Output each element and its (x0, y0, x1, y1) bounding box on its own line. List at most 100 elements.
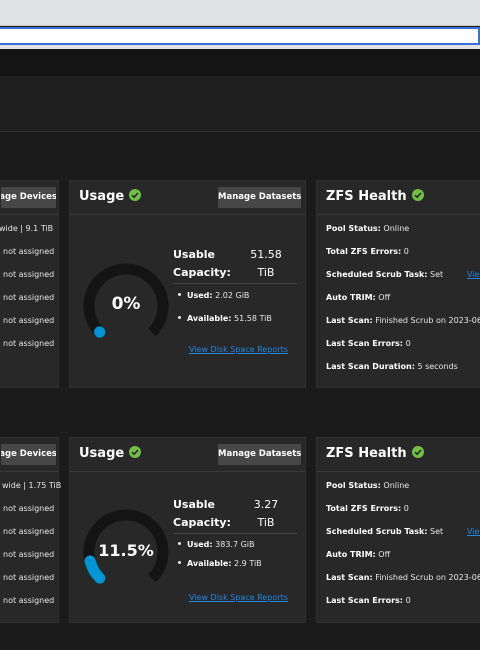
pool-status-row: Pool Status: Online (326, 481, 409, 490)
capacity-label-line: Capacity: (173, 266, 231, 279)
auto-trim-value: Off (378, 293, 391, 302)
bullet-dot (178, 542, 181, 545)
devices-row: not assigned (3, 247, 55, 256)
usable-capacity-value: 51.58 TiB (246, 246, 286, 282)
last-scan-errors-label: Last Scan Errors: (326, 596, 404, 605)
used-label: Used: (187, 540, 213, 549)
manage-devices-button[interactable]: Manage Devices (1, 444, 56, 465)
bullet-dot (178, 561, 181, 564)
capacity-value-line: TiB (257, 516, 275, 529)
pool-status-value: Online (383, 224, 410, 233)
usage-gauge: 11.5% (81, 507, 171, 597)
zfs-health-title: ZFS Health (326, 446, 407, 461)
zfs-health-title: ZFS Health (326, 189, 407, 204)
available-item: Available: 2.9 TiB (178, 559, 262, 568)
gauge-percent: 11.5% (98, 541, 154, 560)
usable-capacity-value: 3.27 TiB (246, 496, 286, 532)
scrub-task-view-link[interactable]: View (467, 270, 480, 279)
usage-title: Usage (79, 189, 125, 204)
usage-card: Usage Manage Datasets 11.5% Usable Capac… (69, 437, 306, 623)
pool-status-value: Online (383, 481, 410, 490)
address-bar[interactable] (0, 27, 480, 45)
view-disk-space-reports-link[interactable]: View Disk Space Reports (189, 593, 288, 602)
used-item: Used: 2.02 GiB (178, 291, 249, 300)
divider (173, 283, 297, 284)
card-title: Usage (79, 446, 142, 461)
gauge-percent: 0% (111, 294, 141, 314)
auto-trim-row: Auto TRIM: Off (326, 550, 390, 559)
usage-title: Usage (79, 446, 125, 461)
zfs-errors-value: 0 (403, 247, 409, 256)
scrub-task-row: Scheduled Scrub Task: Set (326, 527, 443, 536)
last-scan-value: Finished Scrub on 2023-06-18 (375, 573, 480, 582)
bullet-dot (178, 316, 181, 319)
scrub-task-row: Scheduled Scrub Task: Set (326, 270, 443, 279)
devices-row: not assigned (3, 339, 55, 348)
devices-row: not assigned (3, 316, 55, 325)
browser-tab-strip (0, 0, 480, 26)
card-title: ZFS Health (326, 189, 424, 204)
devices-row: wide | 9.1 TiB (0, 224, 54, 233)
used-item: Used: 383.7 GiB (178, 540, 255, 549)
zfs-errors-value: 0 (403, 504, 409, 513)
capacity-label-line: Usable (173, 248, 216, 261)
app-topbar (0, 49, 480, 76)
zfs-errors-label: Total ZFS Errors: (326, 247, 402, 256)
zfs-errors-label: Total ZFS Errors: (326, 504, 402, 513)
card-header: Manage Devices (0, 438, 58, 472)
manage-devices-button[interactable]: Manage Devices (1, 187, 56, 208)
last-scan-errors-row: Last Scan Errors: 0 (326, 596, 411, 605)
devices-row: not assigned (3, 270, 55, 279)
devices-card: Manage Devices wide | 9.1 TiB not assign… (0, 180, 59, 388)
manage-datasets-button[interactable]: Manage Datasets (218, 444, 301, 465)
pool-status-label: Pool Status: (326, 224, 381, 233)
check-circle-icon (129, 446, 142, 458)
pool-status-label: Pool Status: (326, 481, 381, 490)
bullet-dot (178, 293, 181, 296)
capacity-value-line: 51.58 (250, 248, 282, 261)
used-label: Used: (187, 291, 213, 300)
available-value: 51.58 TiB (234, 314, 272, 323)
scrub-task-view-link[interactable]: View (467, 527, 480, 536)
capacity-label-line: Usable (173, 498, 216, 511)
view-disk-space-reports-link[interactable]: View Disk Space Reports (189, 345, 288, 354)
zfs-errors-row: Total ZFS Errors: 0 (326, 247, 409, 256)
last-scan-duration-row: Last Scan Duration: 5 seconds (326, 362, 458, 371)
last-scan-label: Last Scan: (326, 316, 373, 325)
check-circle-icon (411, 189, 424, 201)
devices-card: Manage Devices wide | 1.75 TiB not assig… (0, 437, 62, 623)
last-scan-duration-label: Last Scan Duration: (326, 362, 415, 371)
card-header: Usage Manage Datasets (70, 438, 305, 472)
manage-datasets-button[interactable]: Manage Datasets (218, 187, 301, 208)
usable-capacity-label: Usable Capacity: (173, 246, 231, 282)
used-value: 383.7 GiB (215, 540, 255, 549)
scrub-task-value: Set (430, 270, 444, 279)
gauge-fill-arc (84, 555, 106, 584)
zfs-errors-row: Total ZFS Errors: 0 (326, 504, 409, 513)
available-label: Available: (187, 559, 232, 568)
used-value: 2.02 GiB (215, 291, 250, 300)
capacity-label-line: Capacity: (173, 516, 231, 529)
card-header: ZFS Health (317, 181, 480, 215)
last-scan-row: Last Scan: Finished Scrub on 2023-06-18 (326, 316, 480, 325)
devices-row: not assigned (3, 550, 55, 559)
storage-dashboard: Manage Devices wide | 9.1 TiB not assign… (0, 133, 480, 650)
available-item: Available: 51.58 TiB (178, 314, 272, 323)
last-scan-errors-row: Last Scan Errors: 0 (326, 339, 411, 348)
usable-capacity-label: Usable Capacity: (173, 496, 231, 532)
devices-row: not assigned (3, 293, 55, 302)
scrub-task-value: Set (430, 527, 444, 536)
auto-trim-value: Off (378, 550, 391, 559)
card-title: Usage (79, 189, 142, 204)
check-circle-icon (411, 446, 424, 458)
zfs-health-card: ZFS Health Pool Status: Online Total ZFS… (316, 437, 480, 623)
devices-row: wide | 1.75 TiB (2, 481, 62, 490)
card-title: ZFS Health (326, 446, 424, 461)
pool-status-row: Pool Status: Online (326, 224, 409, 233)
page-header (0, 76, 480, 132)
devices-row: not assigned (3, 527, 55, 536)
last-scan-label: Last Scan: (326, 573, 373, 582)
devices-row: not assigned (3, 573, 55, 582)
capacity-value-line: TiB (257, 266, 275, 279)
zfs-health-card: ZFS Health Pool Status: Online Total ZFS… (316, 180, 480, 388)
